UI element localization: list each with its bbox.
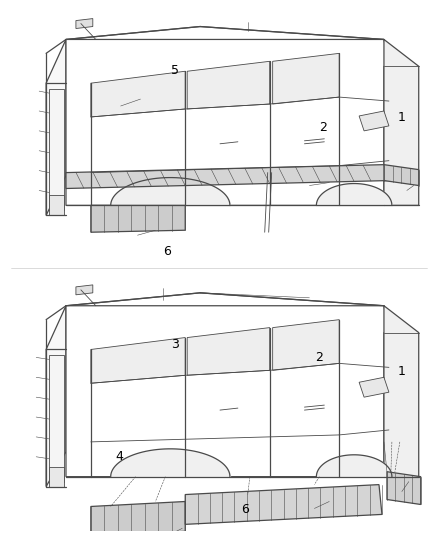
Polygon shape: [76, 285, 93, 295]
Polygon shape: [185, 484, 382, 524]
Polygon shape: [91, 502, 185, 533]
Text: 2: 2: [315, 351, 323, 364]
Polygon shape: [49, 196, 64, 215]
Text: 6: 6: [163, 245, 171, 258]
Polygon shape: [49, 356, 64, 482]
Polygon shape: [46, 39, 66, 215]
Polygon shape: [359, 377, 389, 397]
Text: 3: 3: [172, 338, 180, 351]
Polygon shape: [384, 165, 419, 185]
Polygon shape: [66, 306, 389, 477]
Polygon shape: [91, 71, 185, 117]
Polygon shape: [49, 89, 64, 211]
Text: 1: 1: [398, 365, 406, 378]
Polygon shape: [387, 472, 421, 504]
Text: 6: 6: [241, 503, 249, 515]
Polygon shape: [384, 306, 419, 477]
Polygon shape: [273, 53, 339, 104]
Polygon shape: [91, 337, 185, 383]
Polygon shape: [187, 61, 270, 109]
Polygon shape: [187, 328, 270, 375]
Polygon shape: [384, 39, 419, 205]
Polygon shape: [66, 293, 384, 350]
Polygon shape: [76, 19, 93, 29]
Polygon shape: [46, 306, 66, 487]
Text: 2: 2: [319, 121, 327, 134]
Polygon shape: [359, 111, 389, 131]
Polygon shape: [49, 467, 64, 487]
Polygon shape: [66, 39, 389, 205]
Polygon shape: [273, 320, 339, 370]
Polygon shape: [91, 205, 185, 232]
Text: 1: 1: [398, 111, 406, 124]
Polygon shape: [66, 27, 384, 83]
Polygon shape: [66, 165, 389, 189]
Text: 4: 4: [115, 450, 123, 463]
Text: 5: 5: [172, 64, 180, 77]
